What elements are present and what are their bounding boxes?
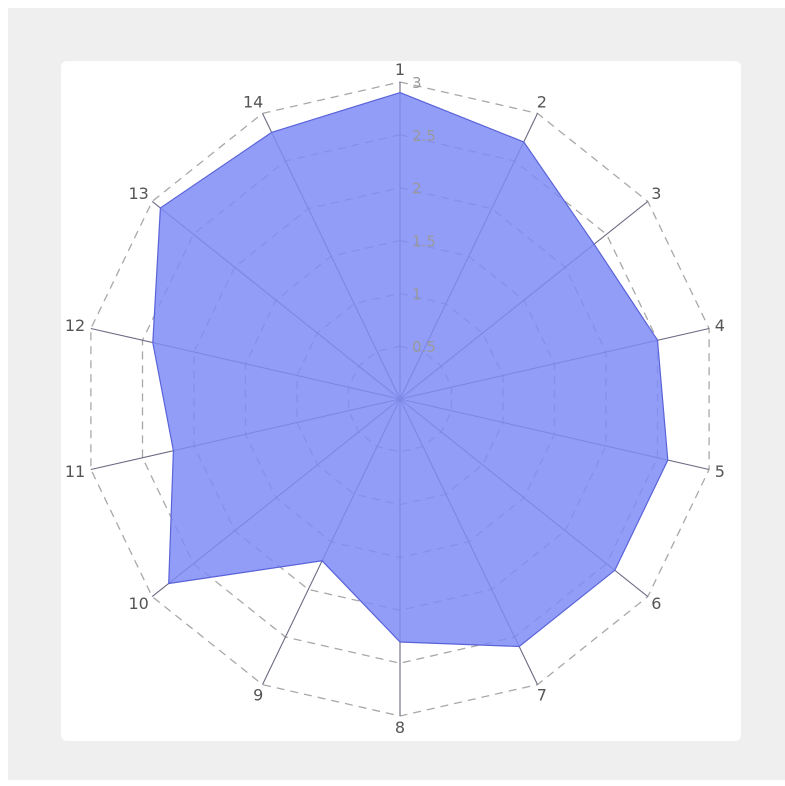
category-label: 1	[395, 60, 405, 79]
category-label: 12	[65, 316, 85, 335]
category-label: 2	[537, 93, 547, 112]
radial-tick-label: 0.5	[412, 338, 436, 356]
series-layer	[152, 91, 669, 648]
radial-tick-label: 3	[412, 74, 422, 92]
category-label: 14	[243, 93, 263, 112]
category-label: 6	[651, 594, 661, 613]
radial-tick-label: 1	[412, 285, 422, 303]
radial-tick-label: 1.5	[412, 233, 436, 251]
category-label: 11	[65, 462, 85, 481]
radial-tick-label: 2	[412, 180, 422, 198]
category-label: 9	[253, 685, 263, 704]
category-label: 10	[128, 594, 148, 613]
category-label: 8	[395, 718, 405, 737]
category-label: 13	[128, 184, 148, 203]
radial-tick-label: 2.5	[412, 127, 436, 145]
series-area	[152, 91, 669, 648]
category-label: 7	[537, 685, 547, 704]
tick-label-layer: 0.5 1 1.5 2 2.5 3	[412, 74, 436, 356]
category-label: 3	[651, 184, 661, 203]
category-label: 5	[715, 462, 725, 481]
category-label: 4	[715, 316, 725, 335]
